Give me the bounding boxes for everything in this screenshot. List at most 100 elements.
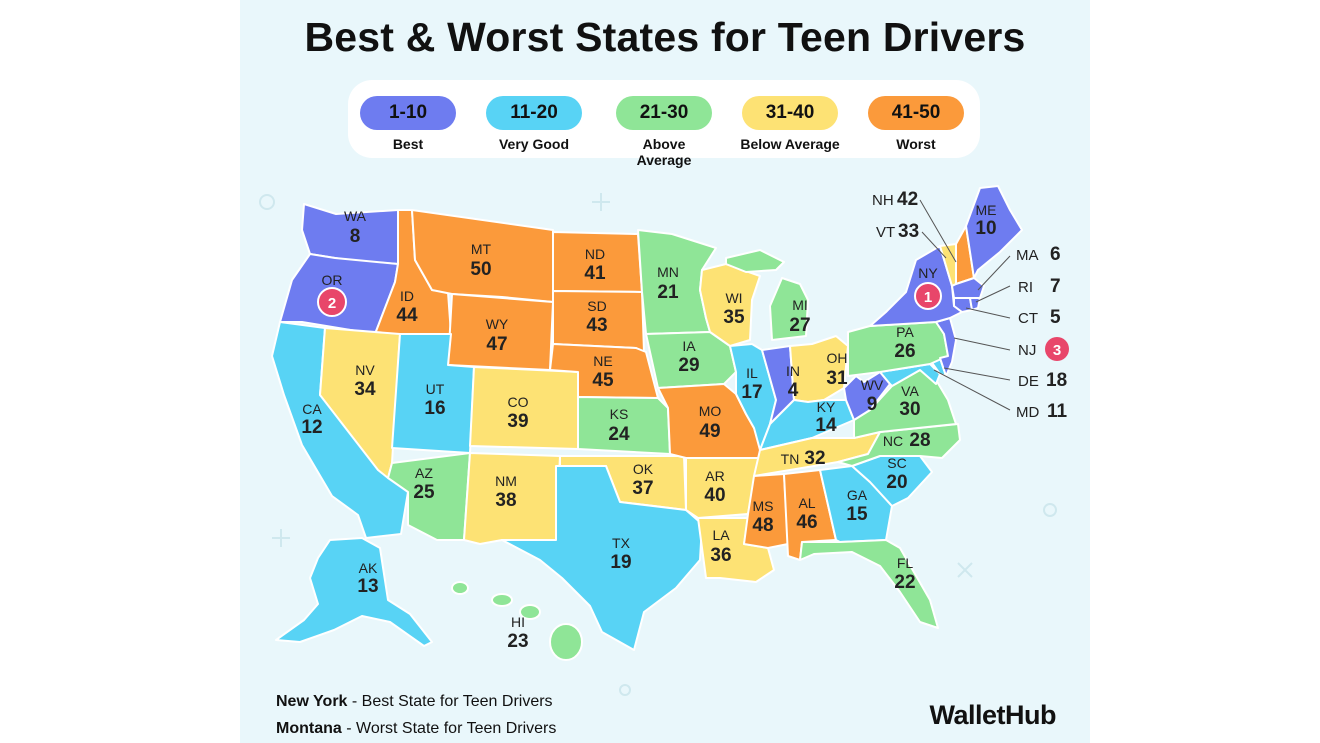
legend-item-worst: 41-50 Worst (868, 96, 964, 152)
state-rank-MS: 48 (752, 515, 773, 536)
callout-rank-MD: 11 (1047, 401, 1068, 422)
state-rank-KY: 14 (815, 415, 837, 436)
state-label-ME: ME (976, 202, 997, 218)
state-label-IL: IL (746, 365, 758, 381)
state-rank-TN: 32 (804, 448, 825, 469)
decor-plus (592, 193, 610, 211)
decor-circle (1043, 503, 1057, 517)
state-rank-WA: 8 (350, 226, 361, 247)
state-rank-NM: 38 (495, 490, 516, 511)
state-label-KY: KY (817, 399, 836, 415)
state-label-AR: AR (705, 468, 724, 484)
state-rank-ID: 44 (396, 305, 418, 326)
decor-circle (259, 194, 275, 210)
legend-range: 21-30 (616, 96, 712, 130)
state-rank-MT: 50 (470, 259, 491, 280)
callout-label-DE: DE (1018, 373, 1039, 390)
state-label-OK: OK (633, 461, 654, 477)
state-HI-island (549, 623, 583, 661)
footer-worst-line: Montana - Worst State for Teen Drivers (276, 715, 556, 742)
decor-plus (272, 529, 290, 547)
state-rank-IN: 4 (788, 380, 799, 401)
state-label-ND: ND (585, 246, 605, 262)
state-rank-UT: 16 (424, 398, 445, 419)
callout-rank-NJ: 3 (1053, 342, 1061, 359)
legend: 1-10 Best 11-20 Very Good 21-30 Above Av… (348, 80, 980, 168)
state-HI-island (491, 593, 513, 607)
state-rank-KS: 24 (608, 424, 630, 445)
callout-rank-CT: 5 (1050, 307, 1061, 328)
state-HI-island (519, 604, 541, 620)
state-rank-IA: 29 (678, 355, 699, 376)
callout-rank-RI: 7 (1050, 276, 1061, 297)
state-MD (879, 363, 941, 387)
state-label-ID: ID (400, 288, 414, 304)
state-rank-AK: 13 (357, 576, 378, 597)
infographic-title: Best & Worst States for Teen Drivers (304, 14, 1026, 60)
state-rank-LA: 36 (710, 545, 731, 566)
state-label-NC: NC (883, 433, 903, 449)
state-rank-SD: 43 (586, 315, 607, 336)
callout-label-RI: RI (1018, 279, 1033, 296)
footer-worst-state: Montana (276, 720, 342, 737)
state-rank-NV: 34 (354, 379, 376, 400)
state-rank-NE: 45 (592, 370, 614, 391)
state-rank-TX: 19 (610, 552, 631, 573)
state-MI-lower (769, 277, 809, 341)
state-label-NV: NV (355, 362, 375, 378)
state-rank-AZ: 25 (413, 482, 435, 503)
leader-line-MA (977, 255, 1011, 291)
state-label-NY: NY (918, 265, 938, 281)
callout-rank-NH: 42 (897, 189, 918, 210)
legend-range: 31-40 (742, 96, 838, 130)
state-label-WA: WA (344, 208, 367, 224)
footer-best-state: New York (276, 693, 348, 710)
legend-label: Worst (896, 136, 936, 152)
state-label-VA: VA (901, 383, 919, 399)
state-label-IA: IA (682, 338, 696, 354)
state-VA (853, 369, 957, 439)
leader-line-NJ (953, 337, 1011, 351)
callout-label-MA: MA (1016, 247, 1039, 264)
state-rank-OR: 2 (328, 295, 336, 312)
state-label-MI: MI (792, 297, 808, 313)
state-label-FL: FL (897, 555, 914, 571)
state-rank-NC: 28 (909, 430, 930, 451)
state-rank-WY: 47 (486, 334, 507, 355)
callout-rank-MA: 6 (1050, 244, 1061, 265)
state-rank-OK: 37 (632, 478, 653, 499)
state-rank-SC: 20 (886, 472, 907, 493)
state-rank-VA: 30 (899, 399, 920, 420)
state-label-CO: CO (508, 394, 529, 410)
state-label-CA: CA (302, 401, 322, 417)
state-label-KS: KS (610, 406, 629, 422)
state-label-AZ: AZ (415, 465, 433, 481)
state-NC (837, 423, 961, 467)
state-ME (965, 185, 1023, 279)
leader-line-MD (933, 369, 1011, 411)
state-label-UT: UT (426, 381, 445, 397)
state-label-AL: AL (798, 495, 815, 511)
legend-label: Very Good (498, 136, 570, 152)
legend-item-very-good: 11-20 Very Good (486, 96, 582, 152)
state-label-OR: OR (322, 272, 343, 288)
state-AK (275, 537, 433, 647)
leader-line-CT (965, 307, 1011, 319)
state-label-IN: IN (786, 363, 800, 379)
legend-label: Best (392, 136, 424, 152)
legend-label: Below Average (740, 136, 840, 152)
state-rank-HI: 23 (507, 631, 528, 652)
state-label-MT: MT (471, 241, 492, 257)
state-rank-NY: 1 (924, 289, 932, 306)
rank-badge-NJ (1045, 337, 1069, 361)
state-rank-ND: 41 (584, 263, 606, 284)
legend-range: 11-20 (486, 96, 582, 130)
rank-badge-NY (914, 282, 942, 310)
decor-circle (619, 684, 631, 696)
us-map: WA 8 OR 2 CA 12 ID 44 NV 34 MT 50 WY 47 … (259, 185, 1069, 696)
state-WY (447, 293, 554, 371)
state-label-SD: SD (587, 298, 606, 314)
state-rank-PA: 26 (894, 341, 915, 362)
decor-x (957, 562, 973, 578)
state-label-TN: TN (781, 451, 800, 467)
